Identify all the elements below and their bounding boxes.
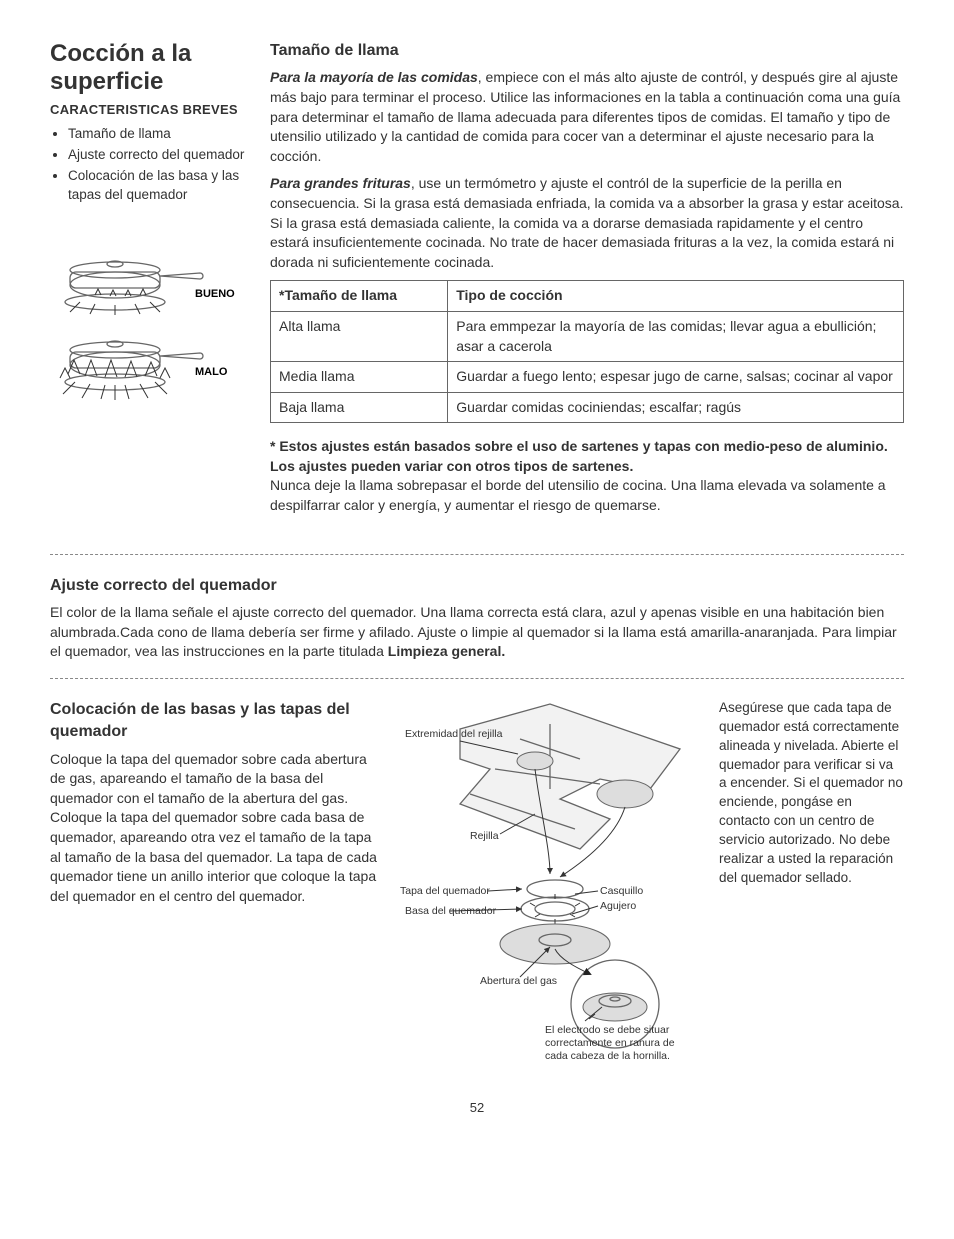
table-row: Alta llama Para emmpezar la mayoría de l…	[271, 311, 904, 361]
label-casquillo: Casquillo	[600, 885, 643, 897]
page-title: Cocción a la superficie	[50, 40, 250, 95]
paragraph: El color de la llama señale el ajuste co…	[50, 603, 904, 662]
list-item: Colocación de las basa y las tapas del q…	[68, 167, 250, 205]
label-electrode: El electrodo se debe situar correctament…	[545, 1024, 695, 1063]
label-rejilla: Rejilla	[470, 830, 499, 842]
label-abertura: Abertura del gas	[480, 975, 557, 987]
table-cell: Baja llama	[271, 392, 448, 423]
paragraph: Para grandes frituras, use un termómetro…	[270, 174, 904, 272]
label-extremidad: Extremidad del rejilla	[405, 728, 503, 740]
paragraph: Asegúrese que cada tapa de quemador está…	[719, 699, 904, 888]
flame-table: *Tamaño de llama Tipo de cocción Alta ll…	[270, 280, 904, 423]
heading-ajuste: Ajuste correcto del quemador	[50, 575, 904, 597]
list-item: Ajuste correcto del quemador	[68, 146, 250, 165]
footnote: * Estos ajustes están basados sobre el u…	[270, 437, 904, 515]
label-bueno: BUENO	[195, 288, 235, 300]
table-row: Media llama Guardar a fuego lento; espes…	[271, 362, 904, 393]
features-list: Tamaño de llama Ajuste correcto del quem…	[50, 125, 250, 205]
table-header: Tipo de cocción	[448, 281, 904, 312]
table-row: Baja llama Guardar comidas cociniendas; …	[271, 392, 904, 423]
lead-phrase: Para grandes frituras	[270, 175, 411, 191]
text-bold: Limpieza general.	[388, 643, 505, 659]
table-cell: Media llama	[271, 362, 448, 393]
heading-tamano: Tamaño de llama	[270, 40, 904, 62]
text-bold: * Estos ajustes están basados sobre el u…	[270, 438, 888, 474]
burner-diagram: Extremidad del rejilla Rejilla Tapa d	[400, 699, 700, 1069]
divider	[50, 678, 904, 679]
pot-illustrations: BUENO MALO	[50, 245, 250, 411]
lead-phrase: Para la mayoría de las comidas	[270, 69, 478, 85]
table-cell: Para emmpezar la mayoría de las comidas;…	[448, 311, 904, 361]
table-header: *Tamaño de llama	[271, 281, 448, 312]
label-malo: MALO	[195, 366, 228, 378]
label-agujero: Agujero	[600, 900, 636, 912]
features-heading: CARACTERISTICAS BREVES	[50, 101, 250, 119]
label-tapa: Tapa del quemador	[400, 885, 490, 897]
page-number: 52	[50, 1099, 904, 1117]
paragraph: Para la mayoría de las comidas, empiece …	[270, 68, 904, 166]
table-cell: Guardar a fuego lento; espesar jugo de c…	[448, 362, 904, 393]
heading-colocacion: Colocación de las basas y las tapas del …	[50, 699, 380, 744]
list-item: Tamaño de llama	[68, 125, 250, 144]
text: Nunca deje la llama sobrepasar el borde …	[270, 477, 886, 513]
divider	[50, 554, 904, 555]
table-cell: Alta llama	[271, 311, 448, 361]
table-cell: Guardar comidas cociniendas; escalfar; r…	[448, 392, 904, 423]
paragraph: Coloque la tapa del quemador sobre cada …	[50, 750, 380, 907]
